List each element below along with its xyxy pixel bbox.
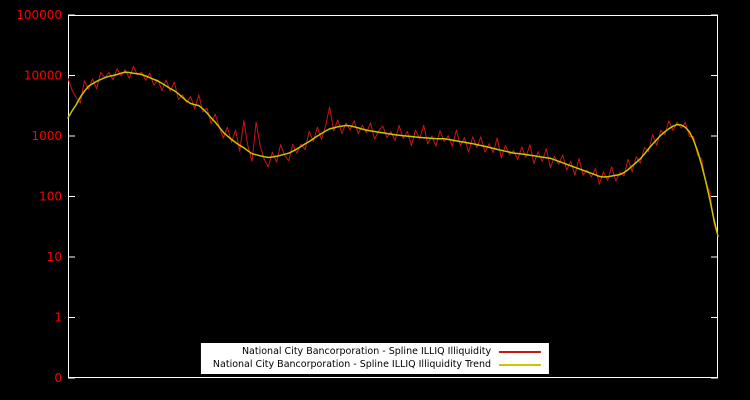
legend-line-sample <box>499 363 542 366</box>
legend-item: National City Bancorporation - Spline IL… <box>213 345 542 358</box>
legend-label: National City Bancorporation - Spline IL… <box>212 359 492 370</box>
y-tick-label: 10 <box>47 250 62 264</box>
legend: National City Bancorporation - Spline IL… <box>200 343 550 374</box>
y-tick-label: 100 <box>39 190 62 204</box>
y-tick-label: 0 <box>54 371 62 385</box>
y-tick-label: 1 <box>54 311 62 325</box>
y-tick-label: 10000 <box>24 69 62 83</box>
legend-item: National City Bancorporation - Spline IL… <box>212 358 542 371</box>
legend-line-sample <box>499 350 542 353</box>
series-line-illiquidity <box>67 65 719 237</box>
y-tick-label: 1000 <box>31 129 62 143</box>
y-tick-label: 100000 <box>16 8 62 22</box>
legend-label: National City Bancorporation - Spline IL… <box>241 346 492 357</box>
series-line-trend <box>67 71 719 238</box>
plot-border <box>68 15 718 378</box>
